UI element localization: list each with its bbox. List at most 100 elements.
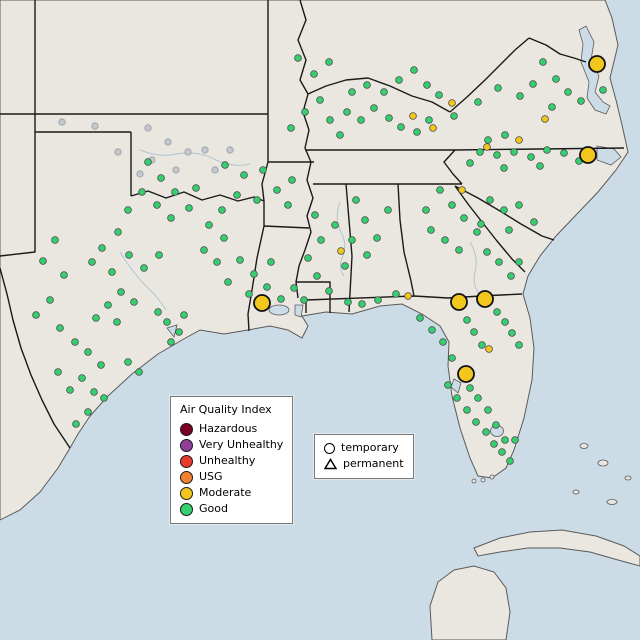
marker-good[interactable] — [486, 196, 494, 204]
marker-good[interactable] — [515, 341, 523, 349]
marker-moderate-large-temporary[interactable] — [450, 293, 468, 311]
marker-good[interactable] — [484, 406, 492, 414]
marker-good[interactable] — [316, 96, 324, 104]
marker-moderate[interactable] — [404, 292, 412, 300]
marker-inactive[interactable] — [144, 124, 152, 132]
marker-good[interactable] — [515, 258, 523, 266]
marker-good[interactable] — [54, 368, 62, 376]
marker-good[interactable] — [548, 103, 556, 111]
marker-good[interactable] — [599, 86, 607, 94]
marker-good[interactable] — [167, 214, 175, 222]
marker-good[interactable] — [60, 271, 68, 279]
marker-good[interactable] — [113, 318, 121, 326]
marker-good[interactable] — [441, 236, 449, 244]
marker-good[interactable] — [92, 314, 100, 322]
marker-good[interactable] — [501, 436, 509, 444]
marker-good[interactable] — [325, 287, 333, 295]
marker-good[interactable] — [97, 361, 105, 369]
marker-good[interactable] — [98, 244, 106, 252]
marker-good[interactable] — [154, 308, 162, 316]
marker-good[interactable] — [311, 211, 319, 219]
marker-good[interactable] — [72, 420, 80, 428]
marker-good[interactable] — [444, 381, 452, 389]
marker-good[interactable] — [374, 296, 382, 304]
marker-good[interactable] — [263, 283, 271, 291]
marker-good[interactable] — [536, 162, 544, 170]
marker-good[interactable] — [348, 88, 356, 96]
marker-good[interactable] — [130, 298, 138, 306]
marker-good[interactable] — [253, 196, 261, 204]
marker-good[interactable] — [287, 124, 295, 132]
marker-good[interactable] — [552, 75, 560, 83]
marker-good[interactable] — [192, 184, 200, 192]
marker-moderate-large-temporary[interactable] — [579, 146, 597, 164]
marker-good[interactable] — [66, 386, 74, 394]
marker-good[interactable] — [144, 158, 152, 166]
marker-good[interactable] — [427, 226, 435, 234]
marker-good[interactable] — [343, 108, 351, 116]
marker-good[interactable] — [380, 88, 388, 96]
marker-inactive[interactable] — [58, 118, 66, 126]
marker-good[interactable] — [470, 328, 478, 336]
marker-good[interactable] — [301, 108, 309, 116]
marker-good[interactable] — [220, 234, 228, 242]
marker-good[interactable] — [218, 206, 226, 214]
marker-moderate[interactable] — [337, 247, 345, 255]
marker-good[interactable] — [163, 318, 171, 326]
marker-good[interactable] — [352, 196, 360, 204]
marker-good[interactable] — [506, 457, 514, 465]
marker-good[interactable] — [171, 188, 179, 196]
marker-good[interactable] — [428, 326, 436, 334]
marker-inactive[interactable] — [136, 170, 144, 178]
marker-good[interactable] — [455, 246, 463, 254]
marker-good[interactable] — [450, 112, 458, 120]
marker-good[interactable] — [236, 256, 244, 264]
marker-good[interactable] — [357, 116, 365, 124]
marker-good[interactable] — [422, 206, 430, 214]
marker-good[interactable] — [277, 295, 285, 303]
marker-good[interactable] — [175, 328, 183, 336]
marker-good[interactable] — [84, 348, 92, 356]
marker-good[interactable] — [233, 191, 241, 199]
marker-moderate[interactable] — [409, 112, 417, 120]
marker-inactive[interactable] — [91, 122, 99, 130]
marker-moderate[interactable] — [448, 99, 456, 107]
marker-good[interactable] — [493, 151, 501, 159]
marker-good[interactable] — [564, 88, 572, 96]
marker-good[interactable] — [476, 148, 484, 156]
marker-good[interactable] — [500, 206, 508, 214]
marker-good[interactable] — [477, 220, 485, 228]
marker-good[interactable] — [484, 136, 492, 144]
marker-good[interactable] — [560, 149, 568, 157]
marker-good[interactable] — [539, 58, 547, 66]
marker-moderate[interactable] — [483, 143, 491, 151]
marker-good[interactable] — [224, 278, 232, 286]
marker-good[interactable] — [527, 153, 535, 161]
marker-good[interactable] — [336, 131, 344, 139]
marker-good[interactable] — [310, 70, 318, 78]
marker-good[interactable] — [100, 394, 108, 402]
marker-good[interactable] — [466, 384, 474, 392]
marker-good[interactable] — [124, 206, 132, 214]
marker-good[interactable] — [117, 288, 125, 296]
marker-good[interactable] — [108, 268, 116, 276]
marker-inactive[interactable] — [226, 146, 234, 154]
marker-good[interactable] — [453, 394, 461, 402]
marker-good[interactable] — [114, 228, 122, 236]
marker-good[interactable] — [500, 164, 508, 172]
marker-good[interactable] — [363, 81, 371, 89]
marker-good[interactable] — [71, 338, 79, 346]
marker-good[interactable] — [331, 221, 339, 229]
marker-good[interactable] — [511, 436, 519, 444]
marker-good[interactable] — [460, 214, 468, 222]
marker-inactive[interactable] — [201, 146, 209, 154]
marker-good[interactable] — [88, 258, 96, 266]
marker-good[interactable] — [448, 354, 456, 362]
marker-good[interactable] — [501, 131, 509, 139]
marker-good[interactable] — [124, 358, 132, 366]
marker-good[interactable] — [577, 97, 585, 105]
marker-moderate[interactable] — [458, 186, 466, 194]
marker-good[interactable] — [395, 76, 403, 84]
marker-good[interactable] — [423, 81, 431, 89]
marker-good[interactable] — [78, 374, 86, 382]
